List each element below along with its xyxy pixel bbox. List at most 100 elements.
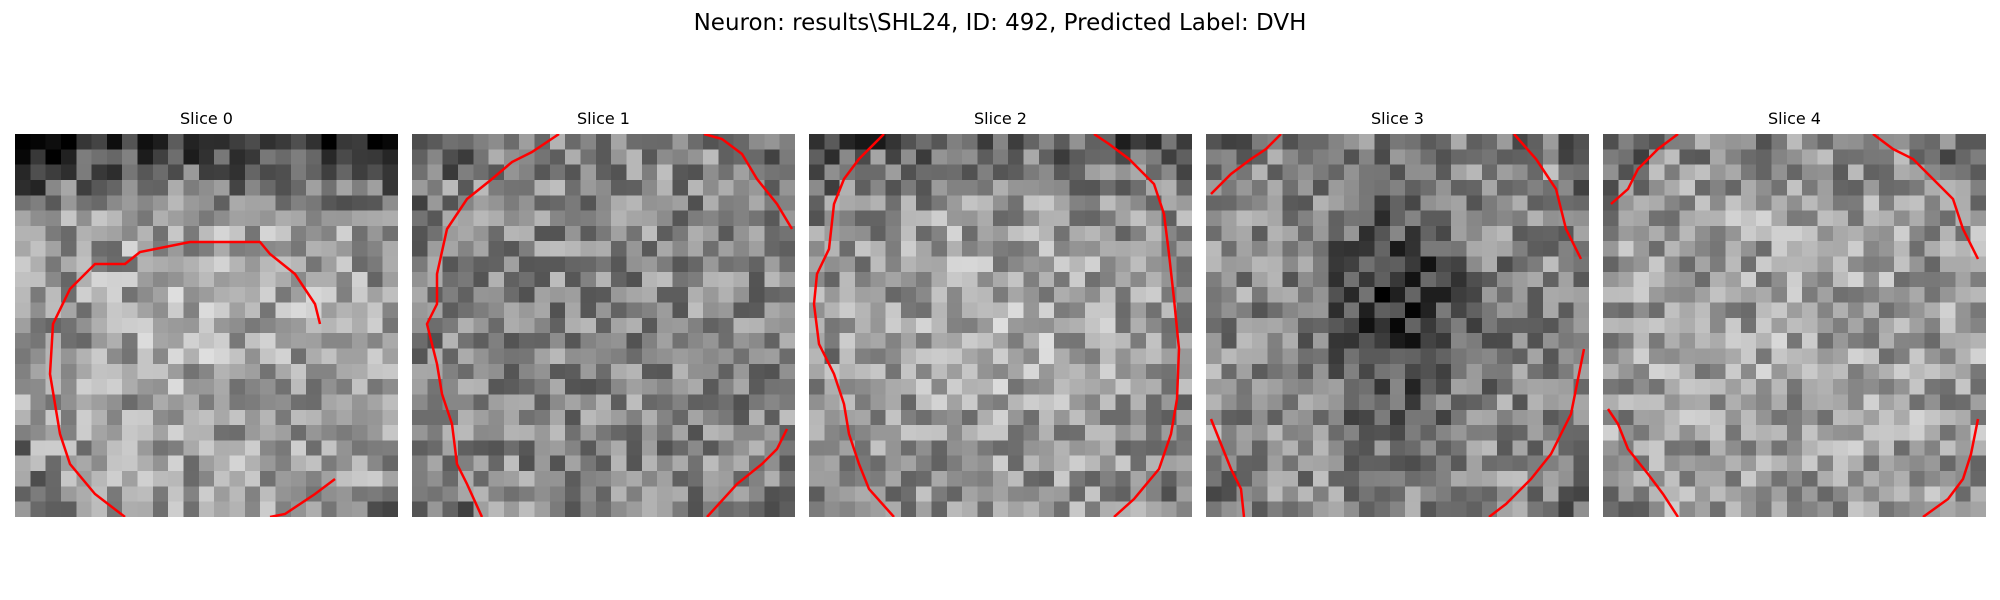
image-pixel (290, 225, 307, 242)
image-pixel (595, 256, 612, 273)
image-pixel (1115, 425, 1132, 441)
image-pixel (122, 471, 139, 487)
image-pixel (534, 256, 551, 273)
image-pixel (168, 486, 185, 503)
image-pixel (30, 363, 47, 380)
image-pixel (382, 471, 398, 487)
image-pixel (1817, 394, 1834, 411)
image-pixel (1970, 149, 1986, 166)
image-pixel (1878, 210, 1895, 227)
image-pixel (1420, 164, 1437, 181)
image-pixel (30, 471, 47, 487)
image-pixel (214, 379, 231, 396)
image-pixel (1648, 471, 1665, 487)
image-pixel (534, 409, 551, 426)
image-pixel (488, 425, 505, 441)
image-pixel (1940, 271, 1956, 288)
image-pixel (1940, 501, 1956, 517)
image-pixel (198, 256, 215, 273)
image-pixel (1221, 425, 1238, 441)
image-pixel (549, 134, 566, 150)
image-pixel (1970, 394, 1986, 411)
image-pixel (611, 164, 628, 181)
image-pixel (749, 363, 765, 380)
image-pixel (1802, 440, 1819, 457)
image-pixel (916, 179, 933, 196)
image-pixel (870, 195, 887, 212)
image-pixel (1251, 271, 1268, 288)
image-pixel (442, 425, 459, 441)
image-pixel (473, 333, 490, 350)
image-pixel (1267, 409, 1284, 426)
image-pixel (1405, 225, 1422, 242)
image-pixel (1084, 256, 1101, 273)
image-pixel (1878, 363, 1895, 380)
image-pixel (1573, 271, 1589, 288)
image-pixel (198, 317, 215, 334)
image-pixel (1802, 333, 1819, 350)
image-pixel (1054, 409, 1071, 426)
image-pixel (1451, 256, 1468, 273)
image-pixel (30, 134, 47, 150)
image-pixel (1206, 134, 1222, 150)
image-pixel (1451, 471, 1468, 487)
image-pixel (412, 394, 428, 411)
image-pixel (641, 379, 658, 396)
image-pixel (1527, 256, 1544, 273)
image-pixel (1512, 241, 1529, 258)
image-pixel (1251, 164, 1268, 181)
image-pixel (1359, 271, 1376, 288)
image-pixel (1267, 425, 1284, 441)
image-pixel (1848, 501, 1865, 517)
image-pixel (1420, 471, 1437, 487)
image-pixel (549, 501, 566, 517)
image-pixel (1146, 348, 1162, 365)
image-pixel (1633, 440, 1650, 457)
image-pixel (672, 179, 689, 196)
segmentation-contour (1606, 408, 1680, 517)
image-pixel (45, 440, 62, 457)
image-pixel (1970, 379, 1986, 396)
image-pixel (1389, 486, 1406, 503)
image-pixel (1251, 379, 1268, 396)
image-pixel (1725, 455, 1742, 472)
image-pixel (382, 348, 398, 365)
image-pixel (1648, 440, 1665, 457)
image-pixel (473, 256, 490, 273)
image-pixel (1282, 164, 1299, 181)
image-pixel (931, 210, 948, 227)
image-pixel (977, 317, 994, 334)
image-pixel (1359, 302, 1376, 319)
image-pixel (1558, 302, 1575, 319)
image-pixel (1343, 333, 1360, 350)
image-pixel (1236, 348, 1253, 365)
image-pixel (672, 501, 689, 517)
image-pixel (1405, 333, 1422, 350)
image-pixel (442, 348, 459, 365)
image-pixel (1466, 195, 1483, 212)
image-pixel (260, 363, 277, 380)
image-pixel (977, 164, 994, 181)
image-pixel (1313, 302, 1330, 319)
image-pixel (1359, 409, 1376, 426)
image-pixel (1038, 195, 1055, 212)
image-pixel (321, 486, 338, 503)
image-pixel (1832, 471, 1849, 487)
image-pixel (488, 210, 505, 227)
image-pixel (672, 394, 689, 411)
image-pixel (1405, 379, 1422, 396)
image-pixel (1251, 455, 1268, 472)
image-pixel (1527, 486, 1544, 503)
image-pixel (1451, 363, 1468, 380)
image-pixel (611, 287, 628, 304)
image-pixel (1023, 363, 1040, 380)
image-pixel (122, 394, 139, 411)
image-pixel (977, 409, 994, 426)
image-pixel (45, 425, 62, 441)
image-pixel (1359, 241, 1376, 258)
image-pixel (1420, 210, 1437, 227)
image-pixel (611, 317, 628, 334)
image-pixel (214, 394, 231, 411)
image-pixel (885, 317, 902, 334)
image-pixel (1481, 379, 1498, 396)
